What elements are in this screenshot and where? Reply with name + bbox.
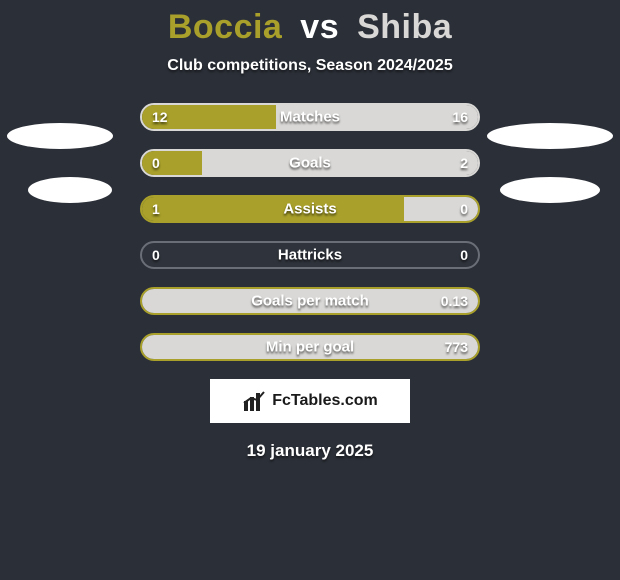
bar-value-right: 2: [460, 155, 468, 171]
bar-left: [142, 197, 404, 221]
bar-value-left: 0: [152, 155, 160, 171]
bar-row: 0 0Hattricks: [140, 241, 480, 269]
date-label: 19 january 2025: [0, 441, 620, 461]
player2-name: Shiba: [357, 8, 452, 46]
brand-label: FcTables.com: [272, 392, 378, 410]
root: Boccia vs Shiba Club competitions, Seaso…: [0, 0, 620, 580]
bar-value-right: 0.13: [441, 293, 468, 309]
page-title: Boccia vs Shiba: [0, 0, 620, 47]
bar-row: 02Goals: [140, 149, 480, 177]
player-placeholder: [500, 177, 600, 203]
bar-label: Hattricks: [142, 247, 478, 264]
bar-value-left: 0: [152, 247, 160, 263]
player-placeholder: [7, 123, 113, 149]
bar-right: [142, 335, 478, 359]
bar-row: 1216Matches: [140, 103, 480, 131]
bar-row: 10Assists: [140, 195, 480, 223]
vs-label: vs: [300, 8, 339, 46]
bar-row: 0.13Goals per match: [140, 287, 480, 315]
bar-right: [202, 151, 478, 175]
bar-row: 773Min per goal: [140, 333, 480, 361]
bar-value-right: 773: [445, 339, 468, 355]
bar-value-right: 16: [452, 109, 468, 125]
subtitle: Club competitions, Season 2024/2025: [0, 57, 620, 75]
brand-box: FcTables.com: [210, 379, 410, 423]
bar-value-right: 0: [460, 247, 468, 263]
bar-right: [142, 289, 478, 313]
bar-value-left: 1: [152, 201, 160, 217]
player-placeholder: [487, 123, 613, 149]
bar-value-left: 12: [152, 109, 168, 125]
player1-name: Boccia: [168, 8, 283, 46]
brand-icon: [242, 389, 268, 413]
player-placeholder: [28, 177, 112, 203]
bar-right: [276, 105, 478, 129]
bar-value-right: 0: [460, 201, 468, 217]
